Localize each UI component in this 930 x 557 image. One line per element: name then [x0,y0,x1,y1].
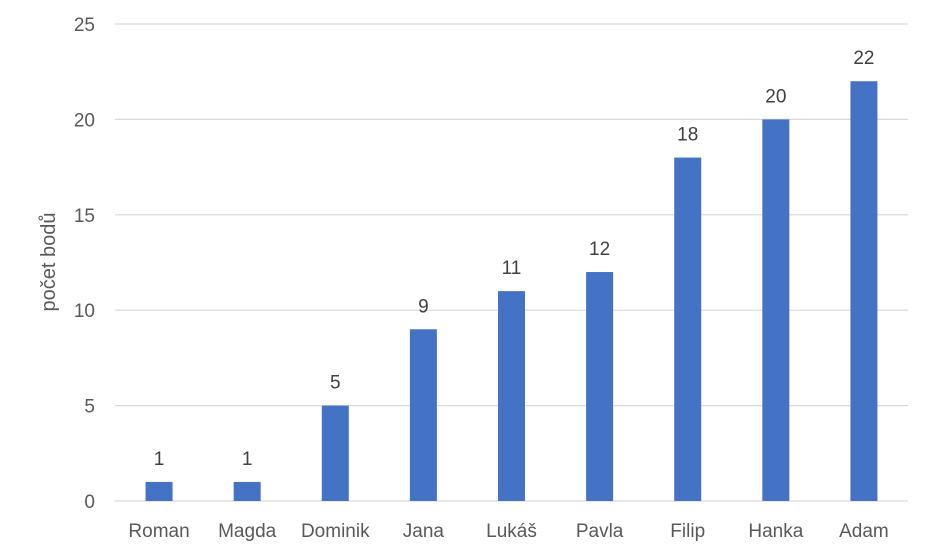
bar-magda [233,481,261,501]
bar-adam [850,81,878,502]
bar-jana [409,329,437,501]
y-tick-label: 15 [74,206,95,227]
x-tick-label: Adam [839,521,889,542]
data-label: 12 [589,239,610,260]
bar-filip [674,157,702,501]
x-tick-label: Jana [403,521,445,542]
y-tick-label: 0 [84,492,95,513]
bar-pavla [586,272,614,501]
x-tick-label: Pavla [576,521,624,542]
data-label: 5 [330,373,341,394]
data-label: 11 [502,258,522,279]
y-axis-ticks: 0 5 10 15 20 25 [74,15,95,513]
y-tick-label: 20 [74,110,95,131]
bar-dominik [321,405,349,501]
data-label: 18 [677,125,698,146]
x-tick-label: Magda [218,521,277,542]
y-tick-label: 5 [84,397,95,418]
y-tick-label: 25 [74,15,95,36]
data-label: 22 [853,48,874,69]
bar-roman [145,481,173,501]
data-label: 1 [242,449,253,470]
data-label: 1 [154,449,165,470]
x-axis-ticks: Roman Magda Dominik Jana Lukáš Pavla Filip Hank… [128,521,888,542]
x-tick-label: Roman [128,521,189,542]
bar-hanka [762,119,790,502]
x-tick-label: Hanka [748,521,803,542]
data-label: 20 [765,86,786,107]
x-tick-label: Lukáš [486,521,537,542]
x-tick-label: Filip [670,521,705,542]
x-tick-label: Dominik [301,521,370,542]
bars [145,81,878,502]
data-label: 9 [418,296,429,317]
y-tick-label: 10 [74,301,95,322]
y-axis-label: počet bodů [38,213,60,312]
bar-lukáš [498,291,525,501]
